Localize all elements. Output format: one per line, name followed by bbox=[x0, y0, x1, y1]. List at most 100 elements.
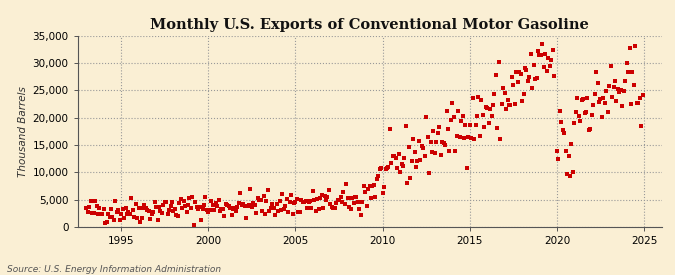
Point bbox=[605, 64, 616, 68]
Point bbox=[456, 119, 466, 123]
Point bbox=[537, 42, 548, 46]
Point bbox=[481, 104, 491, 109]
Point bbox=[470, 123, 481, 127]
Point bbox=[277, 192, 288, 196]
Point bbox=[217, 207, 228, 211]
Point bbox=[579, 111, 590, 116]
Point bbox=[251, 211, 262, 215]
Point bbox=[457, 113, 468, 118]
Point bbox=[551, 148, 562, 153]
Point bbox=[91, 204, 102, 208]
Point bbox=[568, 170, 578, 174]
Point bbox=[244, 203, 254, 207]
Point bbox=[539, 65, 549, 70]
Point bbox=[476, 97, 487, 102]
Point bbox=[441, 109, 452, 113]
Point bbox=[162, 212, 173, 216]
Point bbox=[454, 135, 465, 140]
Point bbox=[452, 134, 462, 138]
Point bbox=[129, 214, 140, 219]
Point bbox=[487, 103, 498, 108]
Point bbox=[90, 199, 101, 203]
Point bbox=[196, 218, 207, 222]
Point bbox=[327, 205, 338, 210]
Point bbox=[229, 206, 240, 210]
Point bbox=[202, 208, 213, 213]
Point bbox=[415, 158, 426, 162]
Point bbox=[130, 202, 141, 207]
Point bbox=[222, 202, 233, 207]
Point bbox=[151, 205, 161, 209]
Point bbox=[472, 114, 483, 118]
Point bbox=[379, 185, 389, 189]
Point bbox=[611, 99, 622, 103]
Point bbox=[241, 216, 252, 220]
Point bbox=[598, 96, 609, 100]
Point bbox=[325, 202, 335, 206]
Point bbox=[246, 204, 257, 209]
Point bbox=[109, 218, 119, 222]
Point bbox=[328, 206, 339, 210]
Point bbox=[637, 93, 648, 98]
Point bbox=[194, 205, 205, 209]
Title: Monthly U.S. Exports of Conventional Motor Gasoline: Monthly U.S. Exports of Conventional Mot… bbox=[150, 18, 589, 32]
Point bbox=[578, 97, 589, 101]
Point bbox=[123, 210, 134, 214]
Point bbox=[467, 96, 478, 100]
Point bbox=[460, 123, 471, 128]
Point bbox=[563, 154, 574, 158]
Point bbox=[466, 136, 477, 141]
Point bbox=[462, 166, 472, 170]
Point bbox=[514, 69, 524, 74]
Point bbox=[425, 139, 436, 144]
Point bbox=[506, 75, 517, 79]
Point bbox=[623, 69, 634, 74]
Point bbox=[373, 174, 383, 178]
Point bbox=[264, 209, 275, 213]
Point bbox=[508, 83, 519, 87]
Point bbox=[124, 212, 135, 216]
Point bbox=[338, 190, 349, 195]
Point bbox=[168, 209, 179, 214]
Point bbox=[597, 115, 608, 119]
Point bbox=[95, 212, 106, 216]
Point bbox=[216, 207, 227, 211]
Point bbox=[357, 200, 368, 204]
Point bbox=[87, 211, 98, 215]
Point bbox=[582, 96, 593, 100]
Point bbox=[323, 188, 334, 192]
Point bbox=[248, 201, 259, 205]
Point bbox=[360, 189, 371, 194]
Point bbox=[234, 201, 244, 205]
Point bbox=[559, 131, 570, 135]
Point bbox=[541, 69, 552, 74]
Point bbox=[562, 172, 572, 176]
Point bbox=[364, 184, 375, 188]
Point bbox=[402, 181, 412, 185]
Point bbox=[157, 211, 167, 215]
Point bbox=[193, 207, 204, 211]
Point bbox=[489, 92, 500, 96]
Point bbox=[529, 63, 539, 68]
Point bbox=[516, 98, 527, 103]
Point bbox=[370, 195, 381, 199]
Point bbox=[212, 204, 223, 208]
Point bbox=[97, 212, 108, 216]
Point bbox=[82, 210, 93, 214]
Point bbox=[344, 205, 354, 210]
Point bbox=[421, 115, 431, 120]
Point bbox=[427, 150, 437, 155]
Point bbox=[275, 208, 286, 213]
Point bbox=[592, 81, 603, 85]
Point bbox=[553, 156, 564, 161]
Point bbox=[387, 153, 398, 158]
Point bbox=[232, 205, 243, 209]
Point bbox=[458, 136, 469, 140]
Point bbox=[406, 159, 417, 163]
Point bbox=[171, 213, 182, 218]
Point bbox=[274, 199, 285, 204]
Point bbox=[309, 198, 320, 202]
Point bbox=[390, 156, 401, 161]
Point bbox=[298, 199, 308, 204]
Point bbox=[105, 207, 116, 211]
